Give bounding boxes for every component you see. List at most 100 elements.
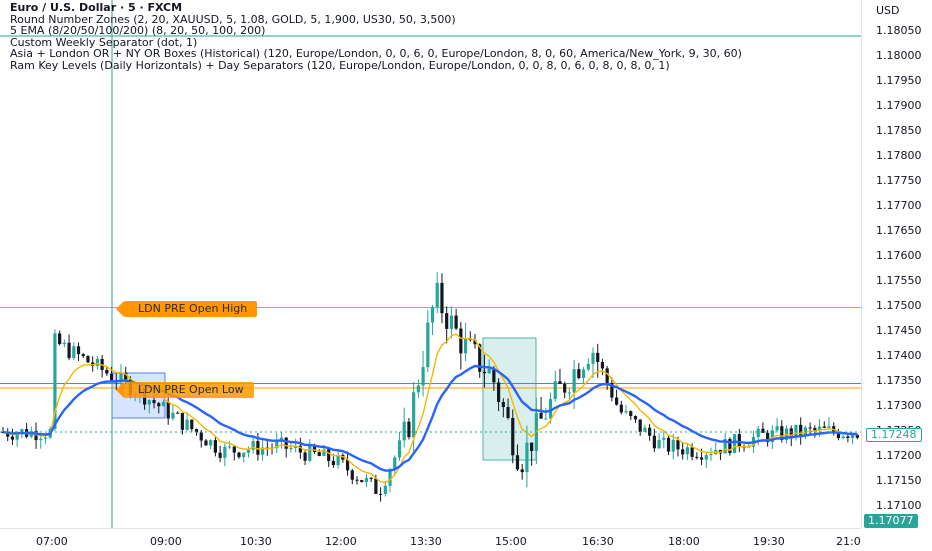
candle-body [615, 397, 619, 405]
candle-body [775, 426, 779, 431]
candle-body [473, 340, 477, 345]
candle-body [851, 434, 855, 438]
candle-body [596, 352, 600, 363]
candle-body [275, 441, 279, 449]
price-tick: 1.17350 [876, 374, 922, 387]
candle-body [591, 352, 595, 364]
candle-body [544, 418, 548, 420]
candle-body [312, 445, 317, 453]
time-axis[interactable]: 07:00 09:00 10:30 12:00 13:30 15:00 16:3… [0, 528, 861, 551]
candle-body [766, 432, 770, 443]
indicator-round-number-zones[interactable]: Round Number Zones (2, 20, XAUUSD, 5, 1.… [10, 12, 456, 26]
candle-body [331, 460, 335, 466]
candle-body [336, 454, 340, 466]
candle-body [53, 333, 57, 429]
candle-body [652, 435, 656, 449]
candle-body [350, 470, 354, 480]
candle-body [251, 441, 255, 450]
candle-body [478, 344, 482, 372]
candle-body [605, 368, 609, 383]
candle-body [619, 404, 623, 413]
price-axis[interactable]: USD 1.18050 1.18000 1.17950 1.17900 1.17… [861, 0, 932, 528]
candle-body [492, 368, 496, 383]
candle-body [223, 446, 227, 458]
candle-body [841, 436, 845, 439]
candle-body [662, 437, 666, 440]
candle-body [374, 478, 378, 494]
candle-body [756, 428, 760, 437]
candle-body [454, 315, 458, 329]
candle-body [152, 400, 156, 404]
indicator-key-levels[interactable]: Ram Key Levels (Daily Horizontals) + Day… [10, 58, 670, 72]
candle-body [161, 401, 166, 407]
candle-body [633, 416, 638, 420]
candle-body [317, 452, 321, 456]
currency-label[interactable]: USD [876, 4, 900, 17]
candle-body [666, 437, 671, 452]
candle-body [459, 328, 463, 354]
indicator-weekly-separator[interactable]: Custom Weekly Separator (dot, 1) [10, 35, 198, 49]
candle-body [737, 434, 741, 447]
time-tick: 18:00 [668, 535, 700, 548]
price-tick: 1.17150 [876, 474, 922, 487]
candle-body [383, 485, 387, 494]
price-tick: 1.17850 [876, 124, 922, 137]
candle-body [15, 433, 19, 440]
candle-body [430, 307, 435, 323]
indicator-ema[interactable]: 5 EMA (8/20/50/100/200) (8, 20, 50, 100,… [10, 24, 266, 38]
price-tick: 1.17400 [876, 349, 922, 362]
candle-body [327, 449, 331, 461]
price-tick: 1.17750 [876, 174, 922, 187]
price-tick: 1.17650 [876, 224, 922, 237]
candle-body [397, 440, 402, 458]
candle-body [185, 419, 189, 430]
candle-body [435, 282, 439, 308]
candle-body [209, 440, 213, 446]
candle-body [846, 436, 850, 438]
indicator-session-boxes[interactable]: Asia + London OR + NY OR Boxes (Historic… [10, 47, 742, 61]
ldn-pre-open-high-label: LDN PRE Open High [115, 301, 258, 317]
candle-body [345, 459, 350, 471]
candle-body [218, 452, 222, 458]
candle-body [506, 407, 510, 418]
candle-body [147, 400, 151, 405]
candle-body [157, 403, 161, 407]
candle-body [671, 439, 675, 452]
time-tick: 09:00 [150, 535, 182, 548]
candle-body [685, 447, 689, 455]
candle-body [709, 454, 713, 456]
candle-body [789, 428, 793, 438]
candle-body [298, 445, 302, 453]
candle-body [690, 447, 694, 457]
candle-body [67, 342, 71, 359]
candle-body [204, 440, 208, 446]
candle-body [733, 434, 737, 453]
candle-body [515, 455, 520, 470]
candle-body [827, 426, 831, 428]
candle-body [563, 383, 567, 393]
candle-body [261, 447, 265, 455]
candle-body [322, 449, 326, 456]
candle-body [355, 479, 359, 481]
candle-body [402, 421, 406, 441]
candle-body [780, 426, 784, 441]
price-tick: 1.18000 [876, 49, 922, 62]
symbol-title[interactable]: Euro / U.S. Dollar · 5 · FXCM [10, 1, 183, 14]
candle-body [681, 449, 685, 455]
candle-body [855, 434, 859, 438]
candle-body [600, 362, 605, 369]
candle-body [676, 439, 680, 450]
candle-body [813, 428, 817, 431]
candle-body [20, 429, 24, 434]
candle-body [416, 385, 420, 393]
candle-body [445, 313, 449, 329]
candle-body [577, 369, 581, 379]
candle-body [463, 338, 468, 354]
candle-body [256, 441, 260, 455]
candle-body [246, 449, 251, 453]
candle-body [511, 417, 515, 456]
candle-body [199, 432, 203, 441]
price-chart-canvas[interactable] [0, 0, 861, 528]
time-tick: 07:00 [36, 535, 68, 548]
